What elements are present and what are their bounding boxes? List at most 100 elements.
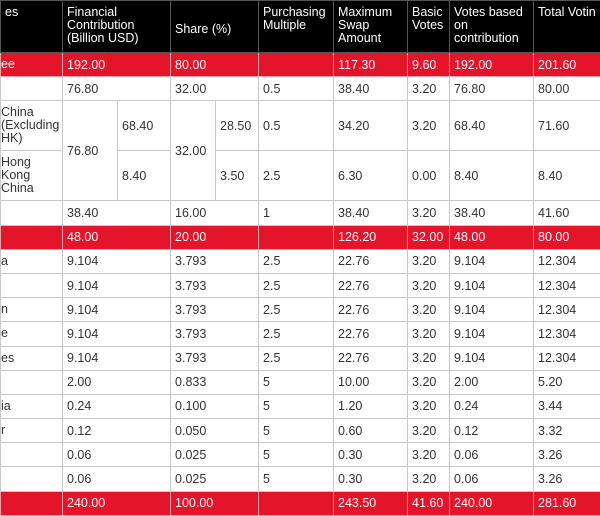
cell: 0.12 xyxy=(450,419,534,443)
cell: 76.80 xyxy=(63,77,171,101)
header-cell: es xyxy=(1,1,63,53)
cell: 80.00 xyxy=(534,225,600,249)
cell: 2.5 xyxy=(259,346,334,370)
cell: 3.20 xyxy=(408,322,450,346)
row-label xyxy=(1,201,63,225)
cell: 3.20 xyxy=(408,394,450,418)
cell: 3.793 xyxy=(171,249,259,273)
cell: 1.20 xyxy=(334,394,408,418)
cell: 3.20 xyxy=(408,419,450,443)
cell: 9.104 xyxy=(450,298,534,322)
cell: 3.44 xyxy=(534,394,600,418)
cell: 9.104 xyxy=(450,249,534,273)
cell: 9.104 xyxy=(450,273,534,297)
row-label: n xyxy=(1,298,63,322)
cell: 240.00 xyxy=(63,491,171,515)
cell: 0.06 xyxy=(63,467,171,491)
cell: 2.5 xyxy=(259,151,334,201)
cell xyxy=(259,491,334,515)
cell: 22.76 xyxy=(334,322,408,346)
cell: 3.26 xyxy=(534,443,600,467)
cell: 0.24 xyxy=(450,394,534,418)
cell: 3.32 xyxy=(534,419,600,443)
cell: 0.06 xyxy=(450,443,534,467)
cell: 76.80 xyxy=(450,77,534,101)
header-cell: Maximum Swap Amount xyxy=(334,1,408,53)
cell: 38.40 xyxy=(334,77,408,101)
cell: 9.104 xyxy=(63,322,171,346)
header-cell: Purchasing Multiple xyxy=(259,1,334,53)
cell xyxy=(259,225,334,249)
cell: 3.20 xyxy=(408,101,450,151)
row-label xyxy=(1,77,63,101)
cell: 12.304 xyxy=(534,322,600,346)
cell: 48.00 xyxy=(450,225,534,249)
cell: 3.50 xyxy=(216,151,259,201)
cell: 68.40 xyxy=(450,101,534,151)
cell: 5 xyxy=(259,394,334,418)
cell: 126.20 xyxy=(334,225,408,249)
cell: 3.20 xyxy=(408,273,450,297)
row-label xyxy=(1,443,63,467)
cell: 117.30 xyxy=(334,53,408,77)
cell: 22.76 xyxy=(334,298,408,322)
cell: 192.00 xyxy=(63,53,171,77)
header-cell: Basic Votes xyxy=(408,1,450,53)
cell: 5 xyxy=(259,467,334,491)
cell: 3.793 xyxy=(171,273,259,297)
cell: 38.40 xyxy=(450,201,534,225)
cell xyxy=(259,53,334,77)
cell: 2.5 xyxy=(259,249,334,273)
cell: 2.5 xyxy=(259,322,334,346)
cell: 38.40 xyxy=(63,201,171,225)
cell: 12.304 xyxy=(534,346,600,370)
cell: 9.60 xyxy=(408,53,450,77)
row-label: ee xyxy=(1,53,63,77)
cell: 240.00 xyxy=(450,491,534,515)
cell: 9.104 xyxy=(450,322,534,346)
cell: 8.40 xyxy=(534,151,600,201)
cell: 3.20 xyxy=(408,249,450,273)
cell: 0.100 xyxy=(171,394,259,418)
cell: 3.26 xyxy=(534,467,600,491)
cell: 32.00 xyxy=(171,77,259,101)
cell: 1 xyxy=(259,201,334,225)
header-row: es Financial Contribution (Billion USD) … xyxy=(1,1,600,53)
cell: 243.50 xyxy=(334,491,408,515)
cell: 0.5 xyxy=(259,101,334,151)
table-header: es Financial Contribution (Billion USD) … xyxy=(1,1,600,53)
cell: 281.60 xyxy=(534,491,600,515)
cell: 2.00 xyxy=(450,370,534,394)
row-label: Hong Kong China xyxy=(1,151,63,201)
cell: 9.104 xyxy=(63,298,171,322)
cell: 8.40 xyxy=(450,151,534,201)
cell: 6.30 xyxy=(334,151,408,201)
cell: 201.60 xyxy=(534,53,600,77)
header-cell: Financial Contribution (Billion USD) xyxy=(63,1,171,53)
cell: 12.304 xyxy=(534,249,600,273)
cell: 32.00 xyxy=(408,225,450,249)
row-label xyxy=(1,467,63,491)
cell: 3.793 xyxy=(171,298,259,322)
row-label xyxy=(1,491,63,515)
cell: 28.50 xyxy=(216,101,259,151)
cell: 0.30 xyxy=(334,467,408,491)
cell: 32.00 xyxy=(171,101,216,201)
row-label: r xyxy=(1,419,63,443)
cell: 192.00 xyxy=(450,53,534,77)
